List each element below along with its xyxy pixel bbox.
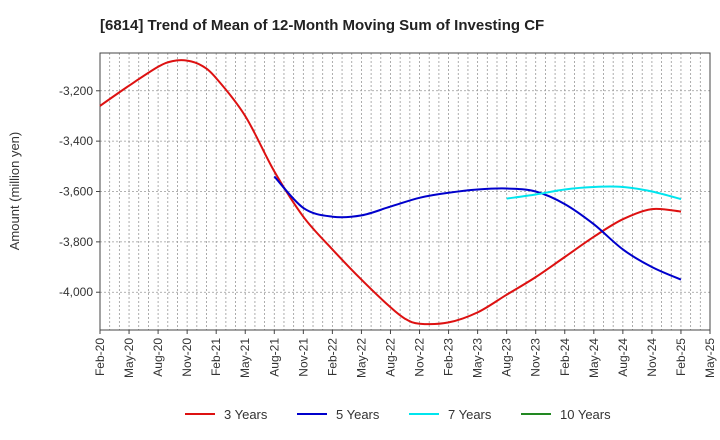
x-tick-label: Nov-22: [413, 338, 427, 377]
x-tick-label: Aug-20: [151, 338, 165, 377]
y-tick-label: -3,600: [59, 185, 93, 199]
x-tick-label: Aug-23: [500, 338, 514, 377]
legend-label-3-years: 3 Years: [224, 407, 268, 422]
series-line-3-years: [99, 59, 682, 326]
x-tick-label: May-24: [587, 338, 601, 378]
x-tick-label: Feb-21: [209, 338, 223, 376]
series-lines: [99, 59, 682, 326]
x-tick-label: Nov-24: [645, 338, 659, 377]
legend-label-10-years: 10 Years: [560, 407, 611, 422]
series-line-7-years: [506, 185, 682, 201]
grid: [100, 53, 710, 330]
x-tick-label: Aug-21: [267, 338, 281, 377]
legend: 3 Years 5 Years 7 Years 10 Years: [185, 407, 611, 422]
x-tick-label: Feb-22: [325, 338, 339, 376]
x-tick-label: Feb-24: [558, 338, 572, 376]
legend-label-7-years: 7 Years: [448, 407, 492, 422]
y-axis-label: Amount (million yen): [7, 132, 22, 251]
series-line-5-years: [273, 175, 682, 281]
x-tick-label: Nov-20: [180, 338, 194, 377]
x-tick-label: Feb-23: [442, 338, 456, 376]
x-tick-label: Nov-23: [529, 338, 543, 377]
legend-label-5-years: 5 Years: [336, 407, 380, 422]
y-tick-label: -3,400: [59, 134, 93, 148]
x-tick-label: Aug-22: [383, 338, 397, 377]
x-axis-ticks: Feb-20 May-20 Aug-20 Nov-20 Feb-21 May-21 Aug-…: [93, 330, 717, 378]
x-tick-label: Aug-24: [616, 338, 630, 377]
x-tick-label: May-25: [703, 338, 717, 378]
y-tick-label: -3,200: [59, 84, 93, 98]
y-axis-ticks: -3,200 -3,400 -3,600 -3,800 -4,000: [59, 84, 100, 299]
y-tick-label: -3,800: [59, 235, 93, 249]
x-tick-label: May-20: [122, 338, 136, 378]
x-tick-label: Feb-25: [674, 338, 688, 376]
x-tick-label: May-22: [354, 338, 368, 378]
x-tick-label: Nov-21: [296, 338, 310, 377]
x-tick-label: Feb-20: [93, 338, 107, 376]
chart-title: [6814] Trend of Mean of 12-Month Moving …: [100, 17, 544, 34]
y-tick-label: -4,000: [59, 285, 93, 299]
x-tick-label: May-23: [471, 338, 485, 378]
x-tick-label: May-21: [238, 338, 252, 378]
